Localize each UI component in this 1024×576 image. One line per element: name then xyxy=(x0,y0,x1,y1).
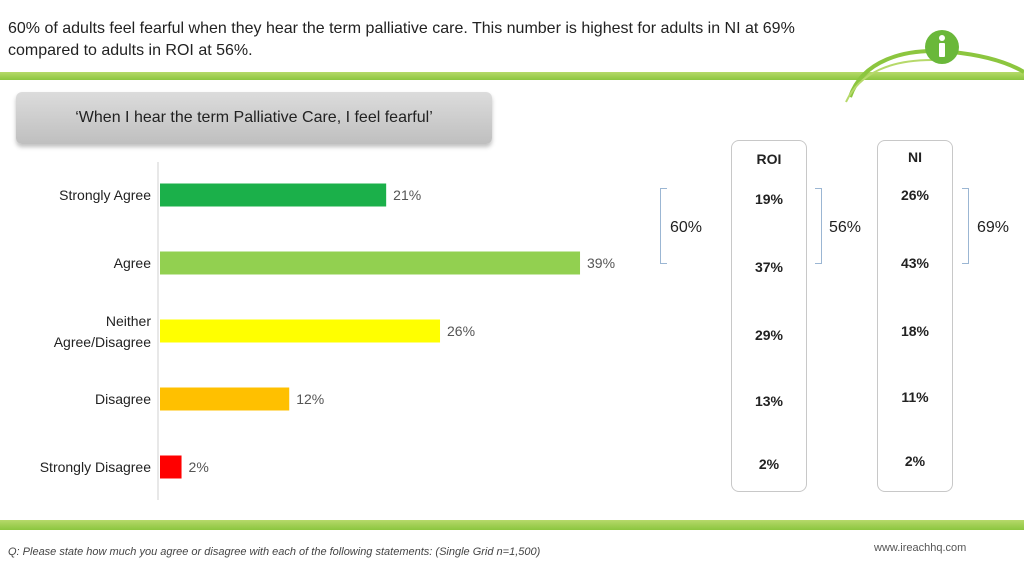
info-i-icon xyxy=(845,30,1024,103)
category-label-1: Agree xyxy=(114,255,152,271)
total-bracket xyxy=(660,188,667,264)
ni-bracket xyxy=(962,188,969,264)
category-label-3: Disagree xyxy=(95,391,151,407)
value-label-4: 2% xyxy=(189,459,209,475)
bar-chart: Strongly Agree 21% Agree 39% Neither Agree/Di… xyxy=(40,162,615,500)
ni-value-strongly-agree: 26% xyxy=(900,187,930,203)
bar-0 xyxy=(160,183,387,207)
bar-3 xyxy=(160,387,290,411)
value-label-3: 12% xyxy=(296,391,324,407)
ni-agree-total: 69% xyxy=(977,219,1010,236)
website-link[interactable]: www.ireachhq.com xyxy=(874,542,967,554)
value-label-2: 26% xyxy=(447,323,475,339)
total-agree-value: 60% xyxy=(670,219,703,236)
ni-panel: NI 26% 43% 18% 11% 2% xyxy=(877,140,953,492)
ni-value-disagree: 11% xyxy=(901,389,929,405)
roi-value-strongly-disagree: 2% xyxy=(758,456,780,472)
value-label-1: 39% xyxy=(587,255,615,271)
category-label-4: Strongly Disagree xyxy=(40,459,151,475)
bottom-accent-bar xyxy=(0,520,1024,530)
headline: 60% of adults feel fearful when they hea… xyxy=(8,20,795,59)
statement-banner: ‘When I hear the term Palliative Care, I… xyxy=(16,92,492,144)
ni-value-agree: 43% xyxy=(900,255,930,271)
ni-value-strongly-disagree: 2% xyxy=(904,453,926,469)
roi-value-disagree: 13% xyxy=(754,393,784,409)
roi-value-strongly-agree: 19% xyxy=(754,191,784,207)
statement-text: ‘When I hear the term Palliative Care, I… xyxy=(75,109,433,126)
ni-header: NI xyxy=(908,149,922,165)
footnote: Q: Please state how much you agree or di… xyxy=(8,546,541,558)
roi-agree-total: 56% xyxy=(829,219,862,236)
roi-bracket xyxy=(815,188,822,264)
bar-2 xyxy=(160,319,441,343)
roi-value-neither: 29% xyxy=(754,327,784,343)
category-label-2: Neither Agree/Disagree xyxy=(54,313,152,350)
roi-header: ROI xyxy=(756,151,782,167)
bar-1 xyxy=(160,251,581,275)
category-label-0: Strongly Agree xyxy=(59,187,151,203)
bar-4 xyxy=(160,455,182,479)
value-label-0: 21% xyxy=(393,187,421,203)
ni-value-neither: 18% xyxy=(900,323,930,339)
roi-value-agree: 37% xyxy=(754,259,784,275)
top-accent-bar xyxy=(0,72,1024,80)
roi-panel: ROI 19% 37% 29% 13% 2% xyxy=(731,140,807,492)
